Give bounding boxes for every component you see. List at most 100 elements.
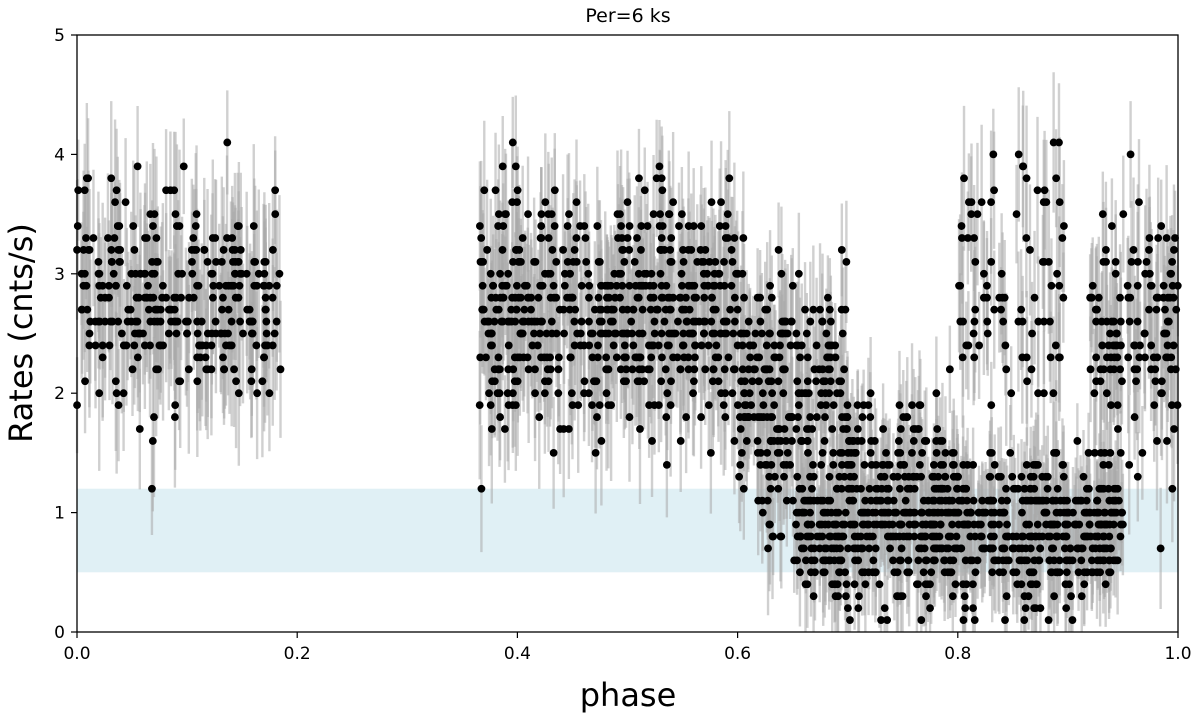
data-point — [496, 269, 504, 278]
data-point — [503, 389, 512, 398]
data-point — [1105, 556, 1114, 565]
data-point — [716, 281, 724, 290]
data-point — [792, 329, 801, 338]
data-point — [608, 305, 616, 314]
data-point — [823, 353, 831, 362]
data-point — [690, 293, 699, 302]
data-point — [717, 198, 725, 207]
data-point — [510, 377, 519, 386]
data-point — [193, 377, 202, 386]
data-point — [827, 341, 836, 350]
data-point — [232, 377, 240, 386]
data-point — [766, 520, 774, 529]
data-point — [775, 425, 784, 433]
data-point — [130, 341, 139, 350]
data-point — [537, 353, 545, 362]
data-point — [1080, 508, 1089, 517]
data-point — [727, 246, 736, 254]
data-point — [272, 317, 281, 326]
data-point — [730, 365, 739, 374]
data-point — [531, 389, 539, 398]
data-point — [496, 293, 505, 302]
data-point — [150, 269, 159, 278]
data-point — [601, 329, 610, 338]
data-point — [696, 246, 705, 254]
data-point — [937, 484, 946, 493]
data-point — [518, 234, 527, 242]
data-point — [1014, 544, 1023, 553]
data-point — [918, 449, 927, 457]
data-point — [1022, 234, 1031, 242]
data-point — [779, 389, 788, 398]
data-point — [929, 556, 938, 565]
data-point — [997, 305, 1005, 314]
data-point — [822, 401, 831, 410]
data-point — [504, 341, 513, 350]
data-point — [803, 353, 812, 362]
data-point — [837, 305, 846, 314]
data-point — [494, 210, 503, 219]
data-point — [970, 616, 979, 624]
data-point — [612, 281, 621, 290]
data-point — [644, 365, 652, 374]
data-point — [983, 329, 992, 338]
data-point — [820, 544, 829, 553]
data-point — [824, 365, 833, 374]
data-point — [798, 508, 807, 517]
data-point — [775, 449, 784, 457]
data-point — [634, 269, 643, 278]
data-point — [909, 472, 918, 481]
data-point — [249, 222, 258, 230]
x-axis-title: phase — [580, 676, 677, 714]
data-point — [1086, 293, 1095, 302]
data-point — [173, 317, 182, 326]
data-point — [261, 305, 270, 314]
data-point — [1040, 186, 1049, 195]
data-point — [1059, 472, 1068, 481]
data-point — [988, 568, 997, 577]
data-point — [1002, 532, 1010, 541]
data-point — [820, 568, 829, 577]
data-point — [792, 520, 800, 529]
data-point — [883, 532, 892, 541]
data-point — [759, 401, 768, 410]
data-point — [958, 234, 966, 242]
data-point — [861, 496, 870, 505]
data-point — [572, 257, 581, 266]
data-point — [121, 198, 130, 207]
data-point — [227, 341, 236, 350]
data-point — [590, 377, 598, 386]
data-point — [910, 520, 919, 529]
data-point — [1088, 544, 1097, 553]
data-point — [1102, 389, 1111, 398]
data-point — [1062, 568, 1071, 577]
data-point — [498, 281, 507, 290]
data-point — [649, 281, 658, 290]
data-point — [689, 317, 698, 326]
data-point — [493, 389, 502, 398]
data-point — [494, 353, 503, 362]
data-point — [967, 198, 976, 207]
data-point — [224, 305, 233, 314]
data-point — [1164, 317, 1173, 326]
data-point — [1040, 317, 1048, 326]
data-point — [1104, 460, 1113, 469]
data-point — [1052, 508, 1061, 517]
data-point — [974, 520, 983, 529]
data-point — [807, 556, 816, 565]
data-point — [821, 520, 830, 529]
data-point — [688, 329, 697, 338]
data-point — [262, 329, 271, 338]
data-point — [1111, 341, 1120, 350]
data-point — [1163, 341, 1172, 350]
data-point — [894, 437, 903, 445]
data-point — [515, 257, 524, 266]
data-point — [164, 329, 173, 338]
data-point — [1123, 281, 1132, 290]
data-point — [151, 305, 160, 314]
data-point — [140, 293, 149, 302]
data-point — [654, 341, 663, 350]
data-point — [1167, 401, 1176, 410]
data-point — [531, 365, 539, 374]
data-point — [570, 341, 579, 350]
